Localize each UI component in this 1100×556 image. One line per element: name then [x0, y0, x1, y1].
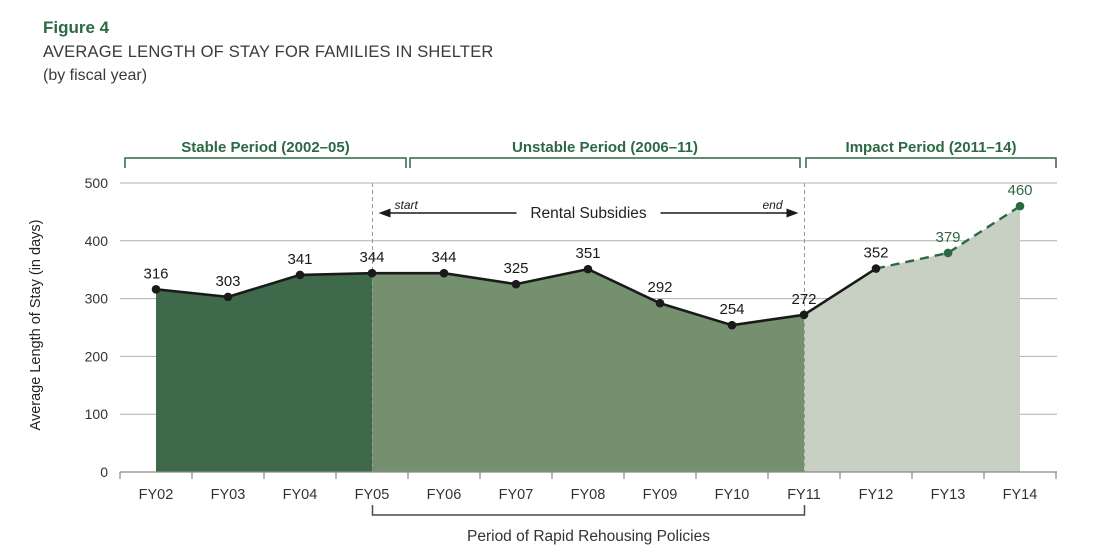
value-label-FY13: 379 [935, 229, 960, 246]
y-tick-label-400: 400 [85, 233, 109, 249]
bottom-bracket-label: Period of Rapid Rehousing Policies [467, 528, 710, 545]
period-bracket-2 [805, 157, 1057, 168]
y-tick-label-300: 300 [85, 291, 109, 307]
data-point-FY06 [439, 268, 449, 278]
data-point-FY14 [1015, 201, 1025, 211]
value-label-FY04: 341 [287, 251, 312, 268]
bottom-bracket [371, 505, 806, 516]
value-label-FY02: 316 [143, 265, 168, 282]
y-axis-title: Average Length of Stay (in days) [28, 220, 44, 431]
data-point-FY10 [727, 320, 737, 330]
rental-subsidies-label: Rental Subsidies [530, 205, 647, 222]
figure-subtitle: (by fiscal year) [43, 67, 148, 84]
value-label-FY14: 460 [1007, 182, 1032, 199]
rental-start-label: start [395, 198, 419, 212]
y-tick-label-500: 500 [85, 175, 109, 191]
rental-arrow-left-head [378, 208, 391, 218]
period-bracket-1 [409, 157, 801, 168]
period-bracket-0 [124, 157, 407, 168]
data-point-FY13 [943, 248, 953, 258]
x-tick-label-FY07: FY07 [499, 487, 534, 503]
x-tick-label-FY13: FY13 [931, 487, 966, 503]
period-label-0: Stable Period (2002–05) [181, 139, 349, 156]
area-fill-stable [156, 273, 372, 472]
value-label-FY08: 351 [575, 245, 600, 262]
figure-header: Figure 4 AVERAGE LENGTH OF STAY FOR FAMI… [43, 16, 494, 88]
y-tick-label-0: 0 [100, 464, 108, 480]
figure-title: AVERAGE LENGTH OF STAY FOR FAMILIES IN S… [43, 43, 494, 61]
x-tick-label-FY11: FY11 [787, 487, 821, 503]
value-label-FY05: 344 [359, 249, 384, 266]
value-label-FY03: 303 [215, 273, 240, 290]
y-tick-label-100: 100 [85, 406, 109, 422]
x-tick-label-FY03: FY03 [211, 487, 246, 503]
data-point-FY09 [655, 298, 665, 308]
x-tick-label-FY06: FY06 [427, 487, 462, 503]
value-label-FY12: 352 [863, 245, 888, 262]
x-tick-label-FY04: FY04 [283, 487, 318, 503]
data-point-FY03 [223, 292, 233, 302]
period-label-1: Unstable Period (2006–11) [512, 139, 698, 156]
area-fill-unstable [372, 269, 804, 472]
y-tick-label-200: 200 [85, 348, 109, 364]
rental-arrow-right-head [786, 208, 799, 218]
area-fill-impact [804, 206, 1020, 472]
rental-end-label: end [762, 198, 782, 212]
data-point-FY11 [799, 310, 809, 320]
period-label-2: Impact Period (2011–14) [846, 139, 1017, 156]
x-tick-label-FY10: FY10 [715, 487, 750, 503]
value-label-FY11: 272 [791, 291, 816, 308]
x-tick-label-FY09: FY09 [643, 487, 678, 503]
data-point-FY08 [583, 264, 593, 274]
data-point-FY04 [295, 270, 305, 280]
data-point-FY02 [151, 285, 161, 294]
x-tick-label-FY05: FY05 [355, 487, 390, 503]
value-label-FY06: 344 [431, 249, 456, 266]
value-label-FY09: 292 [647, 279, 672, 296]
value-label-FY10: 254 [719, 301, 744, 318]
value-label-FY07: 325 [503, 260, 528, 277]
x-tick-label-FY08: FY08 [571, 487, 606, 503]
x-tick-label-FY02: FY02 [139, 487, 174, 503]
data-point-FY12 [871, 264, 881, 273]
x-tick-label-FY12: FY12 [859, 487, 894, 503]
figure-label: Figure 4 [43, 18, 110, 37]
x-tick-label-FY14: FY14 [1003, 487, 1038, 503]
data-point-FY05 [367, 268, 377, 278]
data-point-FY07 [511, 279, 521, 289]
